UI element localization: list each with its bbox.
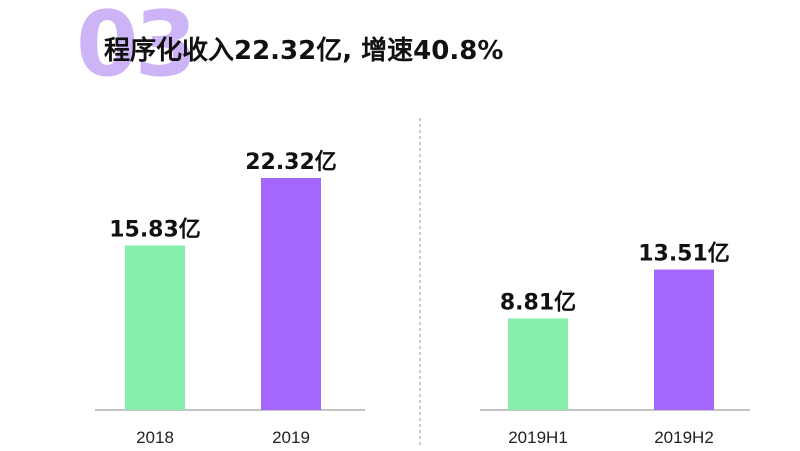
value-label-2018: 15.83亿 — [109, 217, 201, 242]
value-label-2019H2: 13.51亿 — [638, 242, 730, 267]
category-label-2019H2: 2019H2 — [654, 428, 714, 447]
category-label-2018: 2018 — [136, 428, 174, 447]
category-label-2019H1: 2019H1 — [508, 428, 568, 447]
value-label-2019: 22.32亿 — [245, 150, 337, 175]
bar-2018 — [125, 245, 185, 410]
bar-2019H2 — [654, 270, 714, 410]
value-label-2019H1: 8.81亿 — [500, 290, 576, 315]
bar-2019H1 — [508, 318, 568, 410]
bar-2019 — [261, 178, 321, 410]
category-label-2019: 2019 — [272, 428, 310, 447]
